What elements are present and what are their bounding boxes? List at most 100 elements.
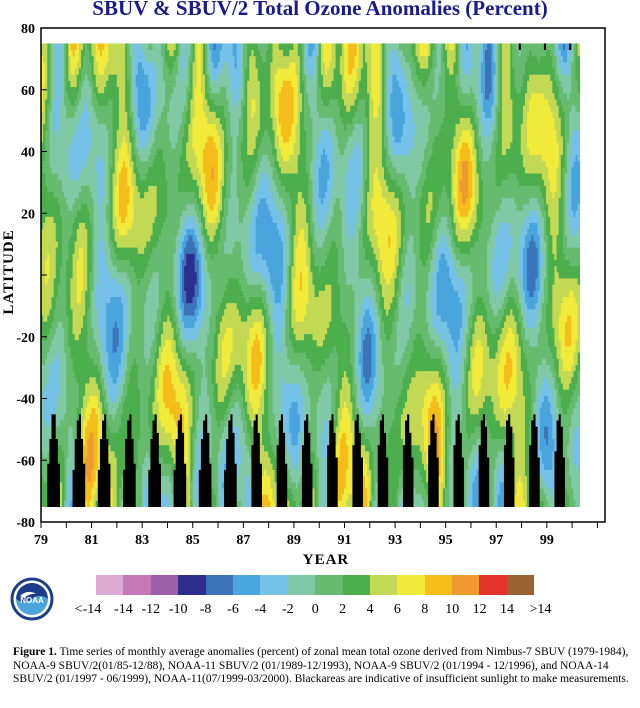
heatmap-cell (47, 296, 50, 304)
heatmap-cell (76, 203, 80, 211)
heatmap-cell (102, 364, 105, 372)
heatmap-cell (74, 457, 78, 464)
heatmap-cell (64, 308, 67, 316)
heatmap-cell (41, 68, 44, 75)
heatmap-cell (80, 358, 84, 365)
heatmap-cell (45, 68, 48, 75)
heatmap-cell (99, 142, 103, 149)
heatmap-cell (95, 481, 99, 489)
heatmap-cell (104, 438, 107, 446)
heatmap-cell (53, 222, 57, 230)
heatmap-cell (47, 308, 50, 316)
heatmap-cell (80, 450, 84, 458)
heatmap-cell (68, 80, 71, 88)
heatmap-cell (64, 247, 67, 254)
heatmap-cell (59, 179, 63, 186)
heatmap-cell (97, 494, 101, 501)
heatmap-cell (41, 142, 44, 149)
heatmap-cell (87, 444, 90, 452)
heatmap-cell (70, 142, 73, 149)
heatmap-cell (57, 241, 61, 248)
heatmap-cell (66, 364, 69, 372)
heatmap-cell (80, 173, 84, 180)
heatmap-cell (102, 253, 105, 260)
heatmap-cell (74, 308, 78, 316)
heatmap-cell (102, 166, 105, 174)
heatmap-cell (41, 43, 44, 51)
heatmap-cell (76, 86, 80, 94)
heatmap-cell (62, 271, 65, 279)
heatmap-cell (45, 407, 48, 415)
heatmap-cell (43, 142, 46, 149)
heatmap-cell (72, 364, 76, 372)
heatmap-cell (78, 80, 82, 88)
heatmap-cell (80, 191, 84, 199)
heatmap-cell (97, 444, 101, 452)
heatmap-cell (78, 154, 82, 162)
heatmap-cell (78, 302, 82, 310)
heatmap-cell (53, 142, 57, 149)
heatmap-cell (95, 339, 99, 347)
heatmap-cell (72, 339, 76, 347)
heatmap-cell (104, 216, 107, 223)
heatmap-cell (47, 197, 50, 205)
heatmap-cell (85, 253, 88, 260)
heatmap-cell (89, 315, 92, 322)
heatmap-cell (41, 370, 44, 378)
heatmap-cell (53, 129, 57, 137)
heatmap-cell (57, 463, 61, 470)
heatmap-cell (74, 469, 78, 477)
heatmap-cell (62, 99, 65, 106)
heatmap-cell (89, 55, 92, 63)
heatmap-cell (53, 333, 57, 341)
heatmap-cell (64, 481, 67, 489)
heatmap-cell (91, 389, 94, 396)
heatmap-cell (66, 358, 69, 365)
heatmap-cell (53, 376, 57, 384)
heatmap-cell (104, 203, 107, 211)
heatmap-cell (47, 438, 50, 446)
heatmap-cell (55, 241, 59, 248)
heatmap-cell (59, 302, 63, 310)
heatmap-cell (91, 457, 94, 464)
heatmap-cell (83, 210, 86, 217)
heatmap-cell (72, 383, 76, 390)
heatmap-cell (97, 278, 101, 285)
heatmap-cell (95, 173, 99, 180)
heatmap-cell (68, 315, 71, 322)
heatmap-cell (85, 358, 88, 365)
heatmap-cell (53, 166, 57, 174)
heatmap-cell (83, 352, 86, 359)
heatmap-cell (85, 333, 88, 341)
heatmap-cell (66, 55, 69, 63)
heatmap-cell (99, 191, 103, 199)
heatmap-cell (97, 222, 101, 230)
heatmap-cell (89, 321, 92, 328)
heatmap-cell (93, 179, 97, 186)
heatmap-cell (57, 123, 61, 131)
heatmap-cell (85, 105, 88, 112)
heatmap-cell (70, 315, 73, 322)
heatmap-cell (78, 475, 82, 483)
heatmap-cell (85, 500, 88, 507)
heatmap-cell (62, 450, 65, 458)
heatmap-cell (87, 61, 90, 69)
heatmap-cell (51, 271, 55, 279)
heatmap-cell (85, 278, 88, 285)
heatmap-cell (104, 450, 107, 458)
heatmap-cell (74, 222, 78, 230)
heatmap-cell (43, 308, 46, 316)
heatmap-cell (55, 475, 59, 483)
heatmap-cell (93, 68, 97, 75)
heatmap-cell (76, 370, 80, 378)
heatmap-cell (85, 457, 88, 464)
heatmap-cell (102, 68, 105, 75)
heatmap-cell (99, 296, 103, 304)
heatmap-cell (83, 383, 86, 390)
heatmap-cell (51, 395, 55, 402)
heatmap-cell (83, 241, 86, 248)
heatmap-cell (95, 321, 99, 328)
heatmap-cell (97, 321, 101, 328)
heatmap-cell (74, 278, 78, 285)
heatmap-cell (95, 413, 99, 421)
